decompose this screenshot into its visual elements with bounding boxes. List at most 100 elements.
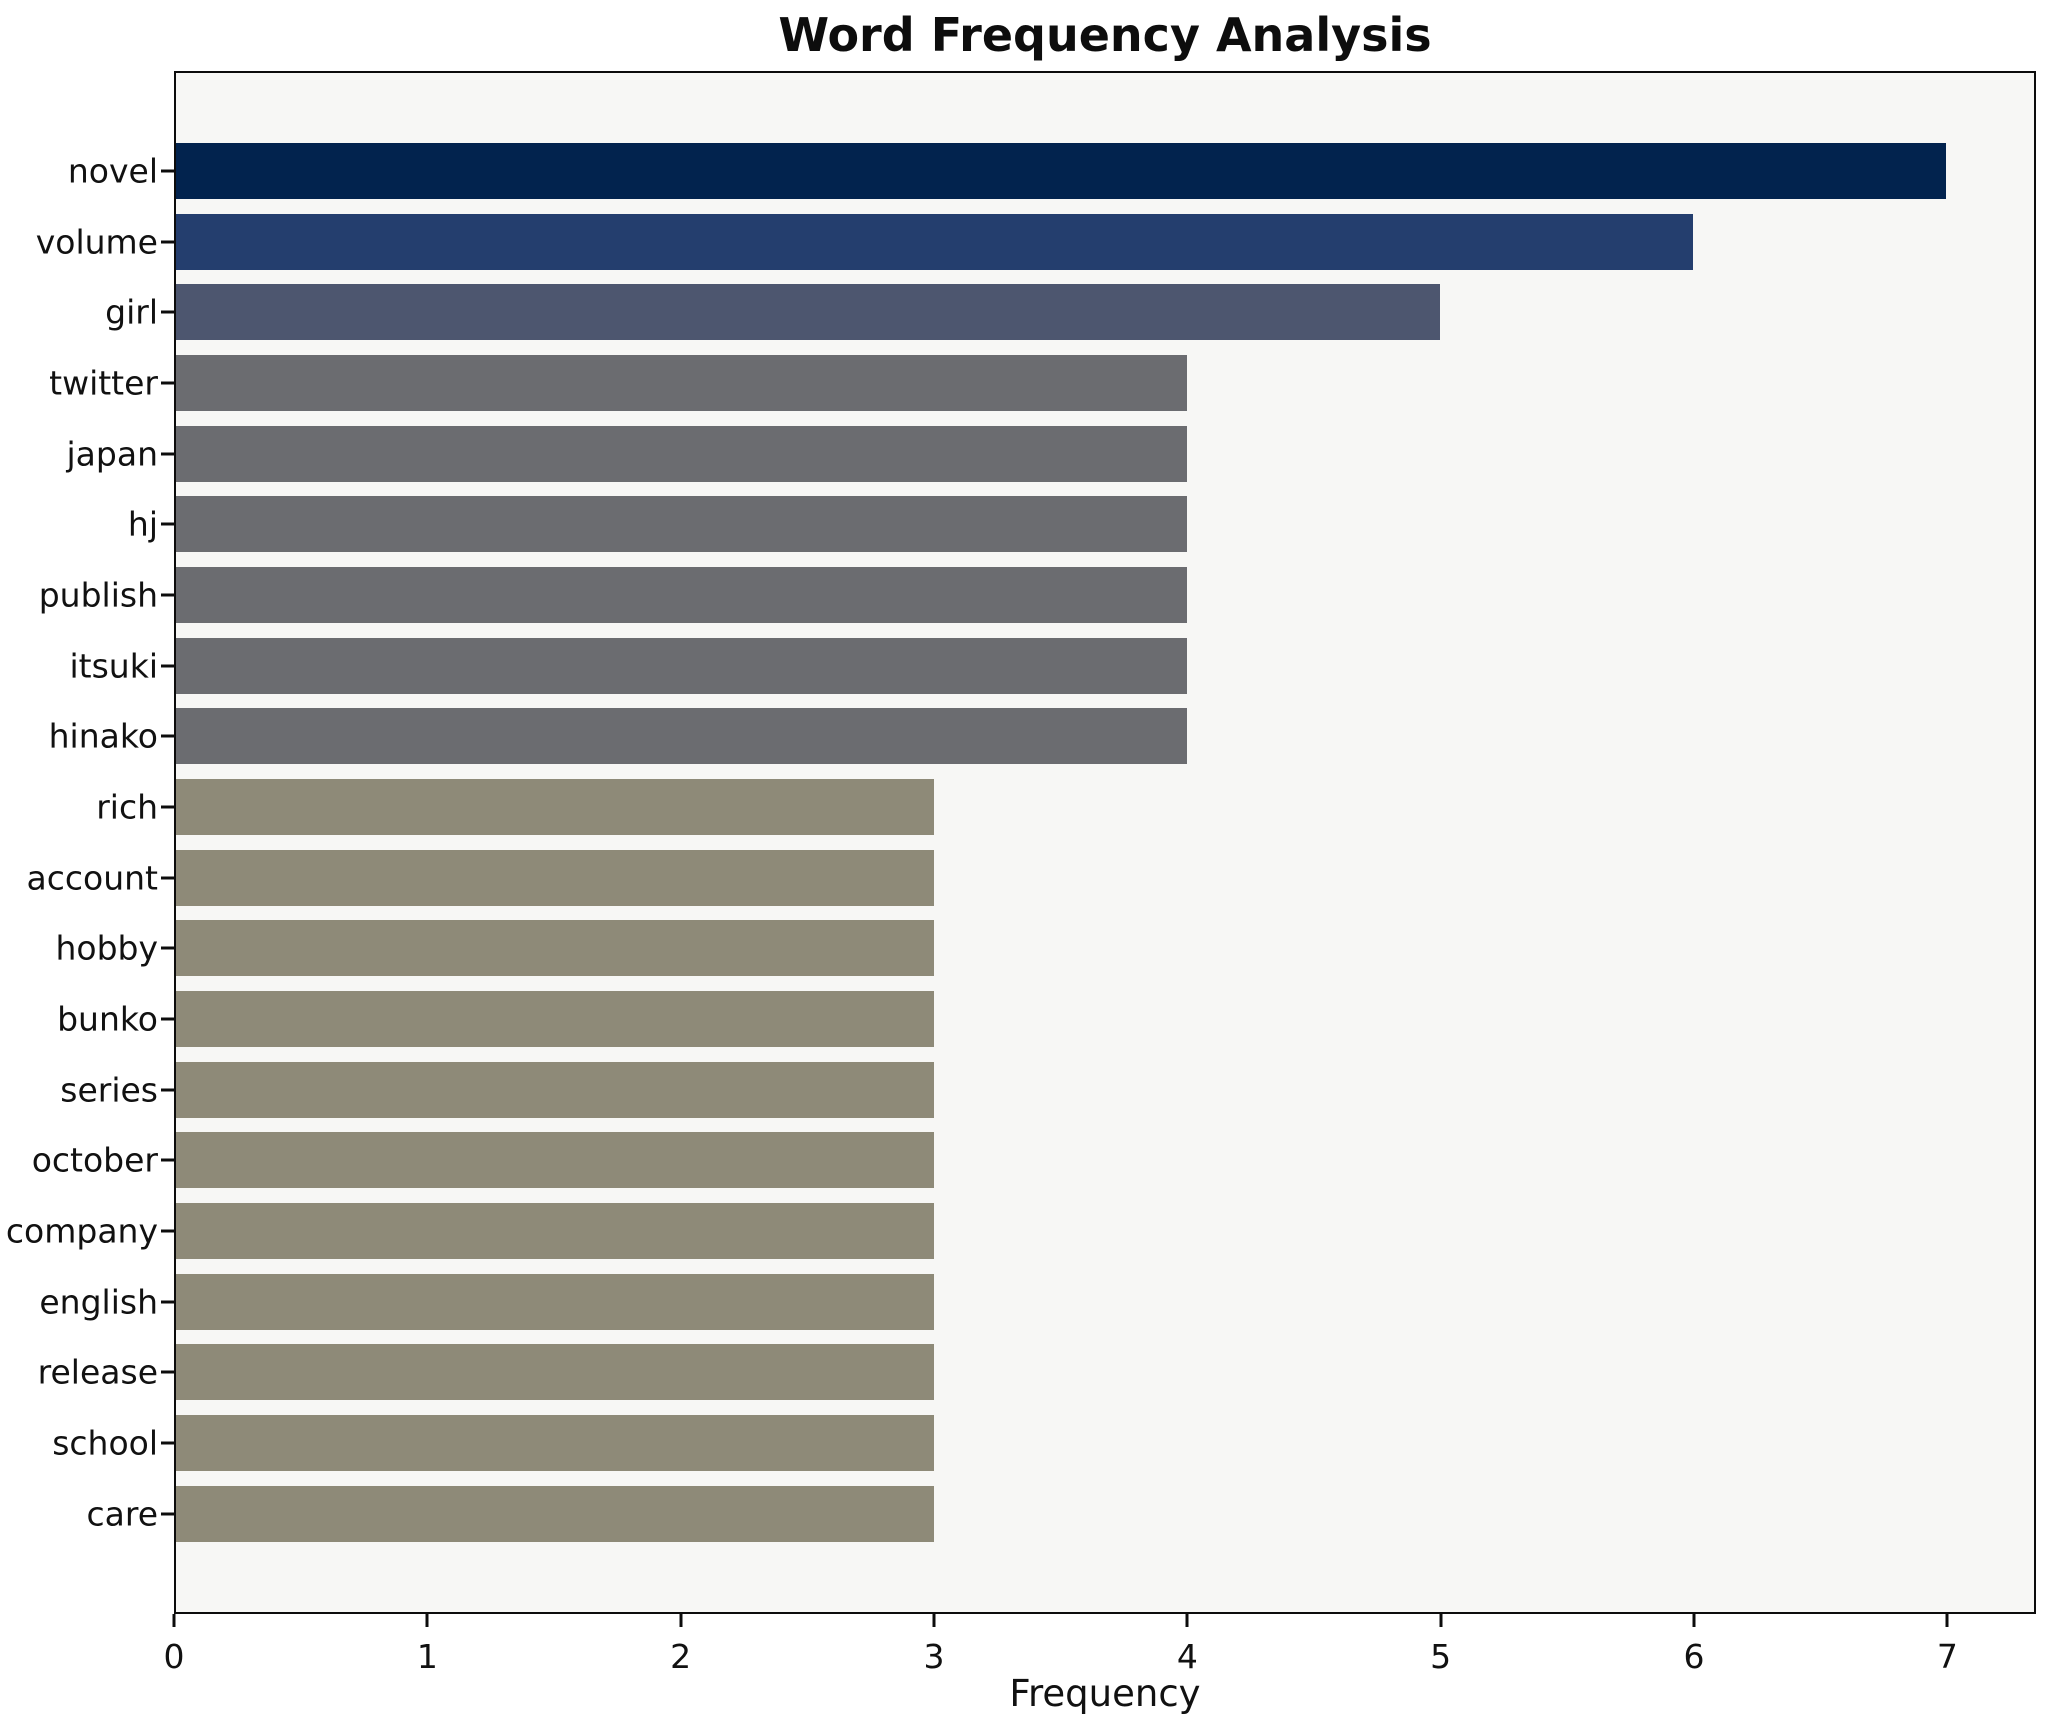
y-tick-mark [161, 1300, 174, 1304]
x-tick: 7 [1937, 1614, 1958, 1676]
bar-girl [176, 284, 1440, 341]
y-tick-label: hobby [55, 928, 158, 968]
bar-row: bunko [57, 991, 2034, 1048]
bar-october [176, 1132, 935, 1189]
y-tick-mark [161, 169, 174, 173]
y-tick-mark [161, 452, 174, 456]
bar-volume [176, 213, 1693, 270]
y-tick-mark [161, 1229, 174, 1233]
chart-title: Word Frequency Analysis [778, 8, 1432, 62]
bar-publish [176, 567, 1188, 624]
y-tick-mark [161, 240, 174, 244]
x-tick-label: 4 [1176, 1637, 1198, 1676]
bar-row: school [52, 1415, 2034, 1472]
y-tick-label: girl [105, 292, 158, 332]
y-tick-label: rich [96, 787, 158, 827]
bar-row: volume [36, 213, 2034, 270]
bar-row: series [60, 1061, 2034, 1118]
y-tick-mark [161, 310, 174, 314]
bar-hj [176, 496, 1188, 553]
bar-release [176, 1344, 935, 1401]
y-tick-mark [161, 1088, 174, 1092]
y-tick-mark [161, 734, 174, 738]
bar-row: hobby [55, 920, 2034, 977]
bar-care [176, 1485, 935, 1542]
x-tick-label: 2 [670, 1637, 692, 1676]
bar-row: hj [128, 496, 2034, 553]
x-tick: 2 [670, 1614, 691, 1676]
x-axis: 0 1 2 3 4 5 6 7 [164, 1614, 2036, 1684]
bar-row: rich [96, 779, 2034, 836]
bar-row: itsuki [70, 637, 2034, 694]
x-tick-label: 3 [923, 1637, 945, 1676]
y-tick-mark [161, 593, 174, 597]
bar-row: publish [39, 567, 2034, 624]
bar-rich [176, 779, 935, 836]
y-tick-label: japan [66, 434, 158, 474]
x-tick-label: 7 [1936, 1637, 1958, 1676]
x-tick-label: 1 [416, 1637, 438, 1676]
x-tick-label: 5 [1430, 1637, 1452, 1676]
y-tick-mark [161, 1512, 174, 1516]
x-tick-label: 6 [1683, 1637, 1705, 1676]
x-tick-mark [1945, 1614, 1949, 1627]
bar-row: company [6, 1203, 2034, 1260]
x-tick: 3 [924, 1614, 945, 1676]
y-tick-label: novel [67, 151, 158, 191]
y-tick-label: hinako [48, 716, 158, 756]
bar-row: release [38, 1344, 2034, 1401]
bar-row: october [32, 1132, 2034, 1189]
x-tick-mark [1439, 1614, 1443, 1627]
bar-twitter [176, 355, 1188, 412]
plot-area: novel volume girl twitter japan hj publish itsu… [6, 71, 2036, 1614]
x-tick-mark [679, 1614, 683, 1627]
bar-school [176, 1415, 935, 1472]
x-tick-mark [1692, 1614, 1696, 1627]
y-tick-mark [161, 1370, 174, 1374]
bar-row: english [39, 1273, 2034, 1330]
x-tick: 1 [417, 1614, 438, 1676]
x-tick-mark [425, 1614, 429, 1627]
y-tick-label: itsuki [69, 646, 159, 686]
y-tick-label: volume [35, 222, 158, 262]
bar-row: twitter [49, 355, 2034, 412]
bar-company [176, 1203, 935, 1260]
bar-hinako [176, 708, 1188, 765]
y-tick-label: account [26, 858, 158, 898]
bar-bunko [176, 991, 935, 1048]
y-tick-mark [161, 946, 174, 950]
bar-japan [176, 425, 1188, 482]
bar-series [176, 1061, 935, 1118]
y-tick-mark [161, 1158, 174, 1162]
bar-row: japan [67, 425, 2034, 482]
x-tick: 6 [1684, 1614, 1705, 1676]
y-tick-label: october [31, 1140, 158, 1180]
bar-group: novel volume girl twitter japan hj publish itsu… [6, 73, 2034, 1612]
y-tick-mark [161, 876, 174, 880]
y-tick-label: school [52, 1423, 158, 1463]
y-tick-label: care [86, 1494, 158, 1534]
x-tick-label: 0 [163, 1637, 185, 1676]
bar-novel [176, 143, 1946, 199]
y-tick-label: twitter [49, 363, 158, 403]
y-tick-mark [161, 381, 174, 385]
y-tick-label: english [39, 1282, 158, 1322]
bar-itsuki [176, 637, 1188, 694]
y-tick-label: series [60, 1070, 158, 1110]
y-tick-mark [161, 805, 174, 809]
y-tick-label: hj [127, 504, 158, 544]
y-tick-label: release [37, 1352, 158, 1392]
x-tick-mark [172, 1614, 176, 1627]
bar-hobby [176, 920, 935, 977]
y-tick-mark [161, 1441, 174, 1445]
bar-row: girl [105, 284, 2034, 341]
y-tick-mark [161, 1017, 174, 1021]
y-tick-label: bunko [57, 999, 158, 1039]
bar-row: hinako [49, 708, 2034, 765]
y-tick-mark [161, 522, 174, 526]
x-tick-mark [1185, 1614, 1189, 1627]
bar-account [176, 849, 935, 906]
x-tick: 5 [1430, 1614, 1451, 1676]
x-tick: 0 [164, 1614, 185, 1676]
